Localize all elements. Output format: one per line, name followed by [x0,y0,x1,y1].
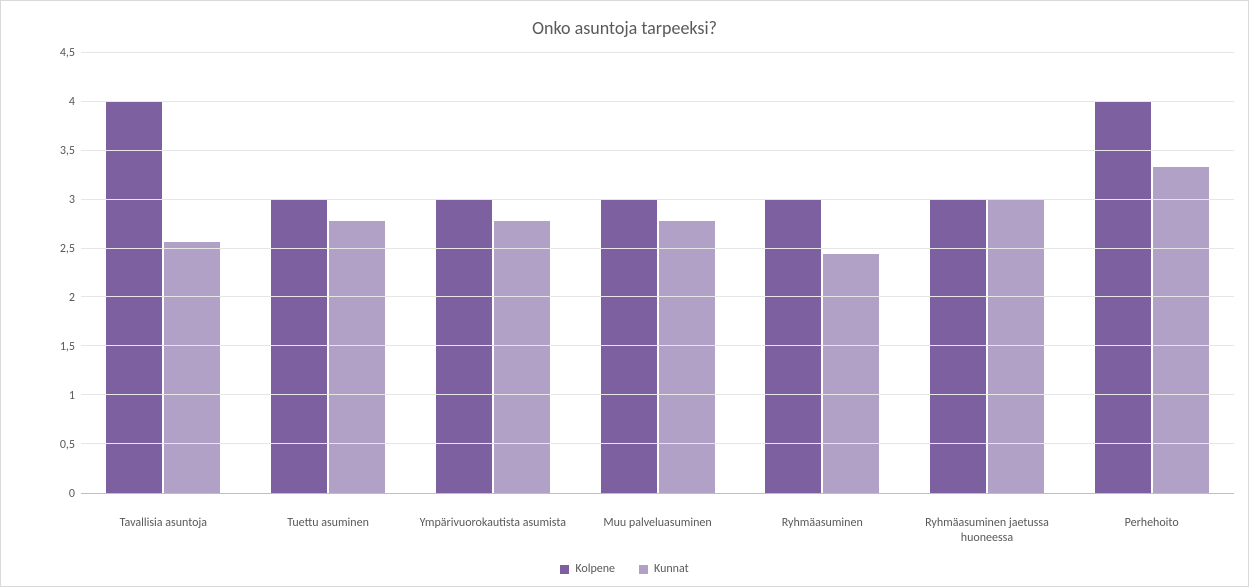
bar-group [410,53,575,493]
bar-group [905,53,1070,493]
x-tick-label: Ryhmäasuminen jaetussa huoneessa [905,510,1070,546]
legend-item: Kunnat [639,562,689,576]
bar [329,221,385,493]
x-tick-label: Perhehoito [1069,510,1234,546]
legend: Kolpene Kunnat [1,562,1248,576]
x-tick-label: Tuettu asuminen [246,510,411,546]
plot-wrap: 00,511,522,533,544,5 [49,53,1234,494]
chart-title: Onko asuntoja tarpeeksi? [11,17,1238,39]
bar-group [81,53,246,493]
gridline [81,199,1234,200]
bar-group [740,53,905,493]
bar [494,221,550,493]
x-tick-label: Tavallisia asuntoja [81,510,246,546]
x-axis-labels: Tavallisia asuntojaTuettu asuminenYmpäri… [81,510,1234,546]
legend-label: Kunnat [654,562,689,576]
y-tick-label: 3,5 [60,144,75,158]
bar [164,242,220,493]
x-tick-label: Ympärivuorokautista asumista [410,510,575,546]
bar-groups [81,53,1234,493]
y-tick-label: 2,5 [60,242,75,256]
gridline [81,248,1234,249]
y-tick-label: 2 [69,291,75,305]
bar-group [575,53,740,493]
y-tick-label: 0,5 [60,438,75,452]
bar-group [1069,53,1234,493]
bar-pair [1069,53,1234,493]
gridline [81,296,1234,297]
bar-pair [81,53,246,493]
gridline [81,150,1234,151]
y-tick-label: 0 [69,487,75,501]
bar-pair [740,53,905,493]
gridline [81,394,1234,395]
y-tick-label: 4,5 [60,46,75,60]
x-tick-label: Muu palveluasuminen [575,510,740,546]
legend-label: Kolpene [575,562,615,576]
legend-swatch [639,565,648,574]
y-tick-label: 1,5 [60,340,75,354]
bar [1153,167,1209,493]
y-tick-label: 3 [69,193,75,207]
bar [659,221,715,493]
bar-group [246,53,411,493]
chart-container: Onko asuntoja tarpeeksi? 0 0,5 1 1,5 2 2,5 3 3,… [0,0,1249,587]
y-tick-label: 4 [69,95,75,109]
gridline [81,52,1234,53]
y-axis: 00,511,522,533,544,5 [49,53,81,494]
bar [823,254,879,493]
gridline [81,345,1234,346]
bar-pair [246,53,411,493]
y-tick-label: 1 [69,389,75,403]
gridline [81,101,1234,102]
legend-item: Kolpene [560,562,615,576]
legend-swatch [560,565,569,574]
gridline [81,443,1234,444]
bar-pair [575,53,740,493]
bar-pair [905,53,1070,493]
bar-pair [410,53,575,493]
plot-area [81,53,1234,494]
x-tick-label: Ryhmäasuminen [740,510,905,546]
